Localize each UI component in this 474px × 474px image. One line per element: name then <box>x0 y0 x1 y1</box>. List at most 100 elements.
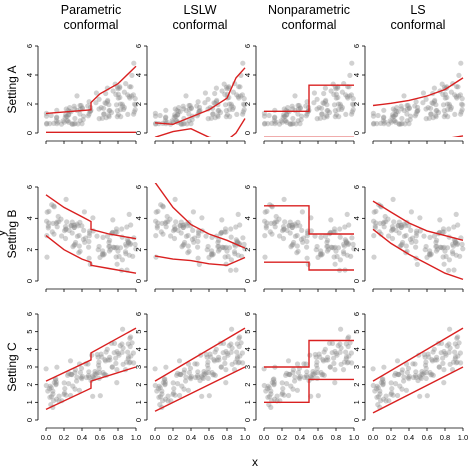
data-point <box>314 96 320 102</box>
data-point <box>447 361 453 367</box>
data-point <box>93 90 99 96</box>
data-point <box>199 373 205 379</box>
data-point <box>208 252 214 258</box>
data-point <box>333 95 339 101</box>
data-point <box>446 267 452 273</box>
y-tick-label: 3 <box>352 365 361 369</box>
data-point <box>177 109 183 115</box>
data-point <box>272 219 278 225</box>
data-point <box>223 380 229 386</box>
y-tick-label: 4 <box>25 216 34 220</box>
data-point <box>379 377 385 383</box>
data-point <box>153 218 159 224</box>
data-point <box>321 100 327 106</box>
data-point <box>280 390 286 396</box>
data-point <box>110 88 116 94</box>
data-point <box>401 233 407 239</box>
data-point <box>266 394 273 400</box>
data-point <box>333 86 339 92</box>
data-point <box>230 106 236 112</box>
data-point <box>110 229 116 235</box>
data-point <box>292 221 298 227</box>
data-point <box>205 365 211 371</box>
data-point <box>152 366 158 372</box>
data-point <box>187 374 193 381</box>
data-point <box>63 113 69 119</box>
x-axis-label: x <box>252 455 258 469</box>
data-point <box>266 112 272 119</box>
data-point <box>452 92 458 98</box>
data-point <box>436 364 442 370</box>
data-point <box>401 93 407 99</box>
data-point <box>96 116 102 122</box>
data-point <box>290 370 296 376</box>
data-point <box>295 118 301 124</box>
data-point <box>173 113 179 120</box>
data-point <box>219 244 225 250</box>
data-point <box>80 236 86 242</box>
y-tick-label: 4 <box>352 347 361 351</box>
data-point <box>216 243 222 249</box>
data-point <box>183 233 189 239</box>
data-point <box>126 211 132 217</box>
data-point <box>371 254 377 260</box>
data-point <box>274 219 280 225</box>
data-point <box>419 368 425 375</box>
data-point <box>332 380 338 386</box>
data-point <box>121 106 127 112</box>
data-point <box>196 261 202 267</box>
data-point <box>264 220 270 226</box>
data-point <box>160 204 166 210</box>
data-point <box>235 360 241 366</box>
data-point <box>296 374 302 381</box>
data-point <box>406 121 412 127</box>
data-point <box>179 244 185 250</box>
data-point <box>117 107 124 113</box>
data-point <box>296 102 302 109</box>
data-point <box>103 349 109 355</box>
data-point <box>283 372 289 378</box>
data-point <box>113 226 120 232</box>
data-point <box>318 251 324 257</box>
data-point <box>128 334 134 340</box>
data-point <box>295 248 301 254</box>
data-point <box>460 246 466 252</box>
data-point <box>454 241 460 248</box>
data-point <box>428 111 434 117</box>
data-point <box>271 118 277 124</box>
data-point <box>214 357 220 363</box>
data-point <box>181 370 187 376</box>
data-point <box>337 349 343 355</box>
data-point <box>455 222 461 228</box>
data-point <box>124 237 130 243</box>
y-tick-label: 3 <box>243 365 252 369</box>
data-point <box>175 370 181 376</box>
data-point <box>92 368 98 375</box>
data-point <box>232 251 238 257</box>
data-point <box>180 222 186 228</box>
data-point <box>125 341 131 347</box>
data-point <box>453 252 459 258</box>
points-group <box>370 60 466 127</box>
y-tick-label: 4 <box>243 216 252 220</box>
y-tick-label: 0 <box>134 279 143 283</box>
data-point <box>284 112 290 118</box>
y-tick-label: 2 <box>243 248 252 252</box>
data-point <box>300 235 307 241</box>
data-point <box>348 253 354 259</box>
data-point <box>223 114 229 120</box>
data-point <box>341 359 348 365</box>
column-title-ls: LS <box>410 3 425 17</box>
data-point <box>202 100 208 106</box>
data-point <box>163 364 169 370</box>
data-point <box>458 109 464 115</box>
data-point <box>311 372 317 378</box>
data-point <box>403 243 409 249</box>
data-point <box>103 90 109 97</box>
data-point <box>313 354 319 360</box>
data-point <box>338 361 344 367</box>
data-point <box>104 233 111 239</box>
data-point <box>228 341 234 347</box>
data-point <box>107 108 113 114</box>
data-point <box>390 106 396 112</box>
